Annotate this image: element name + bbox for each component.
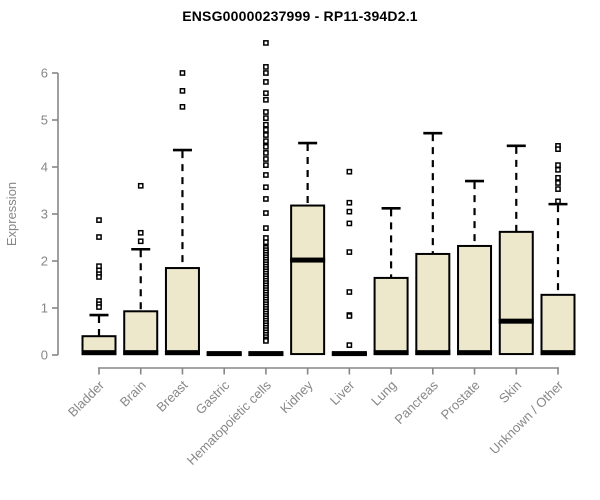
x-category-label: Skin [496,378,524,406]
median-bar [498,318,534,324]
x-category-label: Bladder [65,377,108,420]
outlier-point [555,180,561,186]
median-bar [331,351,367,357]
median-bar [123,350,159,356]
x-category-label: Kidney [277,377,316,416]
y-tick-label: 2 [41,254,48,269]
outlier-point [263,138,269,145]
outlier-point [263,239,269,246]
outlier-point [263,109,269,115]
outlier-point [96,304,102,310]
outlier-point [555,162,561,168]
median-bar [373,350,409,356]
outlier-point [263,121,269,128]
median-bar [164,350,200,356]
outlier-point [263,70,269,76]
outlier-point [263,40,269,46]
outlier-point [346,208,353,215]
x-category-label: Gastric [193,377,233,417]
outlier-point [346,313,353,319]
median-bar [415,350,451,356]
outlier-point [263,79,269,85]
outlier-point [96,234,102,240]
median-bar [206,351,242,357]
outlier-point [137,229,144,236]
x-category-label: Unknown / Other [487,377,567,457]
chart-title: ENSG00000237999 - RP11-394D2.1 [182,8,418,24]
outlier-point [263,196,269,202]
outlier-point [96,217,102,223]
outlier-point [263,115,269,121]
box-Lung [373,276,409,356]
outlier-point [555,174,561,181]
y-tick-label: 0 [41,348,48,363]
box-Brain [123,310,159,356]
box-Breast [164,267,200,356]
box-Unknown / Other [540,293,576,356]
outlier-point [346,199,353,206]
outlier-point [346,289,353,295]
outlier-point [555,166,561,173]
x-category-label: Breast [153,377,190,414]
y-axis-title: Expression [4,182,19,246]
outlier-point [263,172,269,178]
outlier-point [263,184,269,191]
outlier-point [346,342,353,348]
outlier-point [263,210,269,216]
outlier-point [555,198,561,205]
outlier-point [263,143,269,150]
box-Skin [498,230,534,356]
median-bar [81,350,117,356]
outlier-point [96,274,102,280]
median-bar [290,257,326,263]
y-tick-label: 3 [41,207,48,222]
outlier-point [179,88,186,94]
outlier-point [346,220,353,227]
outlier-point [263,132,269,138]
outlier-point [263,96,269,103]
box-Kidney [290,204,326,356]
x-category-label: Prostate [438,378,483,423]
box-Pancreas [415,252,451,356]
outlier-point [263,90,269,97]
outlier-point [555,146,561,152]
outlier-point [137,182,144,189]
x-category-label: Liver [327,377,358,408]
outlier-point [346,249,353,255]
outlier-point [346,168,353,175]
outlier-point [263,162,269,168]
outlier-point [263,338,269,344]
outlier-point [137,238,144,245]
x-category-label: Brain [117,378,149,410]
y-tick-label: 6 [41,66,48,81]
y-tick-label: 5 [41,113,48,128]
y-tick-label: 1 [41,301,48,316]
outlier-point [263,225,269,231]
outlier-point [263,64,269,70]
outlier-point [263,156,269,162]
box-Prostate [457,244,493,356]
y-tick-label: 4 [41,160,48,175]
outlier-point [263,150,269,156]
outlier-point [555,186,561,192]
median-bar [540,350,576,356]
median-bar [248,351,284,357]
outlier-point [179,103,186,110]
outlier-point [263,127,269,133]
x-category-label: Pancreas [391,377,441,427]
median-bar [457,350,493,356]
outlier-point [179,70,186,76]
x-category-label: Lung [368,378,399,409]
